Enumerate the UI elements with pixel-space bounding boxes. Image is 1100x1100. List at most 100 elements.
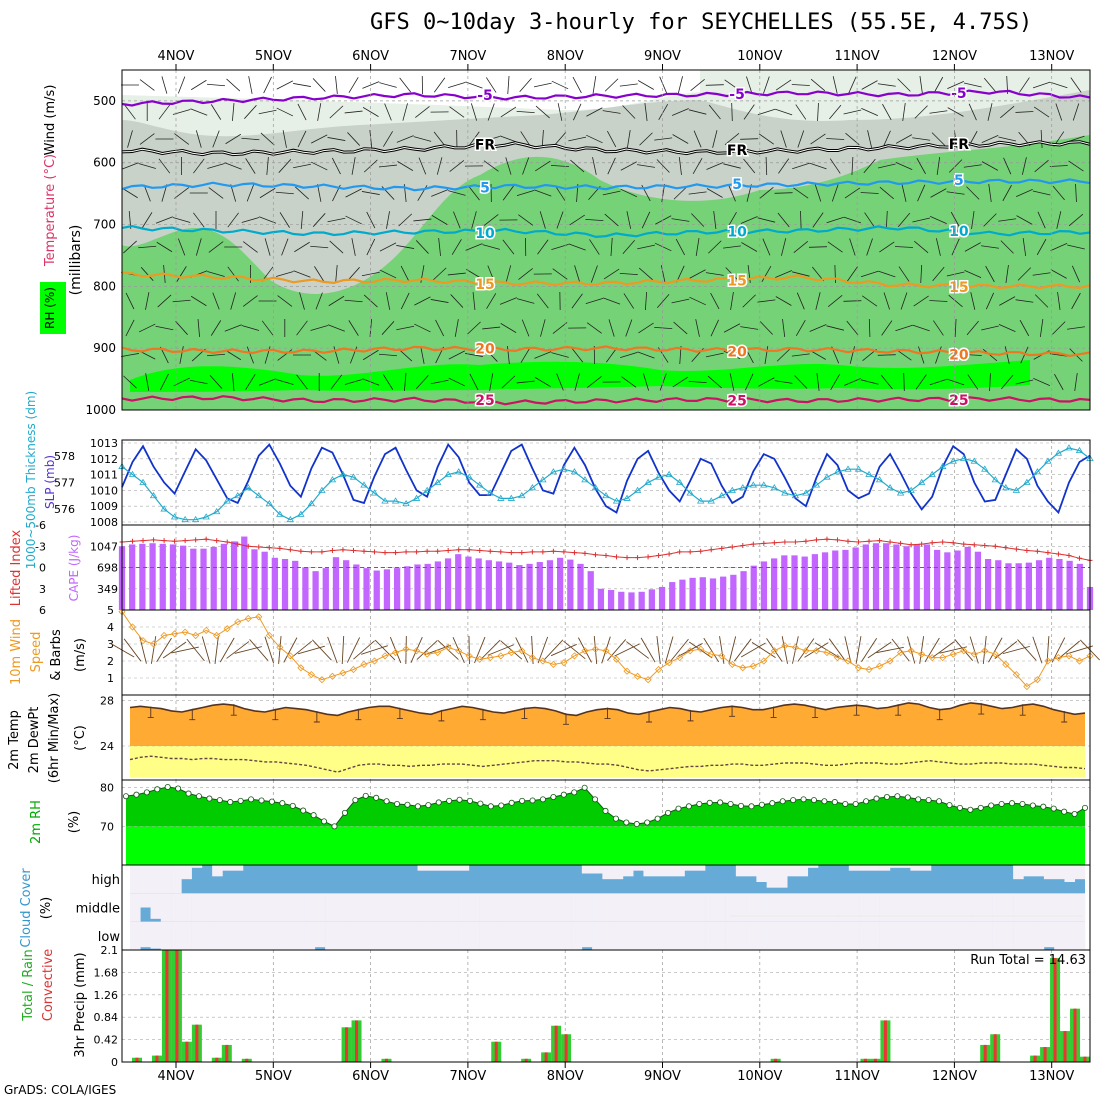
cloud-gap — [1033, 921, 1045, 950]
lifted-point — [340, 547, 346, 553]
cape-bar — [597, 588, 605, 610]
cloud-gap — [653, 893, 665, 922]
wind-speed-point — [476, 655, 484, 663]
wind-barb — [620, 188, 638, 198]
wind-barb — [345, 188, 362, 198]
wind-barb — [827, 241, 843, 253]
wind-barb — [826, 325, 845, 331]
lifted-point — [1045, 550, 1051, 556]
cape-bar — [893, 544, 900, 610]
lifted-point — [435, 548, 441, 554]
cloud-gap — [592, 865, 603, 874]
wind-barb — [877, 163, 896, 169]
wind-barb — [158, 158, 171, 174]
precip-convective-bar — [774, 1058, 778, 1062]
wind-barb — [234, 646, 262, 654]
wind-barb — [673, 321, 688, 335]
cloud-gap — [910, 865, 921, 871]
wind-barb — [1057, 640, 1080, 660]
wind-barb — [201, 636, 211, 664]
cape-bar — [750, 565, 757, 610]
thickness-point — [960, 454, 968, 461]
lifted-point — [961, 541, 967, 547]
rh-point — [852, 800, 859, 807]
wind-speed-point — [718, 652, 726, 660]
thickness-point — [518, 492, 526, 499]
wind-barb — [577, 637, 592, 663]
wind-barb — [981, 161, 999, 171]
wind-barb — [885, 210, 888, 230]
contour-label: 20 — [949, 347, 969, 363]
wind-barb — [879, 241, 895, 253]
cape-bar — [760, 561, 768, 610]
wind-barb — [346, 637, 361, 663]
cape-bar — [832, 550, 839, 610]
wind-barb — [543, 639, 564, 661]
rh-point — [477, 800, 484, 807]
lifted-label: Lifted Index — [9, 529, 24, 606]
wind-barb — [954, 318, 957, 338]
cape-bar — [1066, 560, 1073, 610]
cloud-gap — [930, 921, 942, 950]
wind-barb — [587, 376, 602, 388]
wind-barb — [1050, 81, 1068, 89]
wind-barb — [592, 157, 597, 175]
cloud-gap — [776, 921, 788, 950]
wind-barb — [414, 323, 431, 333]
wind-barb — [791, 271, 810, 277]
cloud-gap — [910, 893, 921, 922]
wind-barb — [963, 354, 982, 356]
wind-barb — [123, 638, 142, 662]
thickness-point — [528, 484, 537, 491]
precip-convective-bar — [175, 950, 179, 1062]
wind-barb — [433, 131, 446, 147]
wind-speed-point — [1065, 652, 1073, 660]
wind-barb — [402, 103, 408, 121]
wind-barb — [314, 266, 325, 282]
cloud-gap — [232, 865, 244, 871]
thickness-point — [1012, 486, 1021, 493]
lifted-point — [677, 549, 683, 555]
wind-barb — [499, 135, 517, 143]
wind-barb — [797, 638, 815, 662]
rh-point — [738, 802, 745, 809]
cloud-gap — [992, 921, 1004, 950]
lifted-point — [203, 536, 209, 542]
wind-barb — [520, 131, 531, 147]
wind-barb — [877, 354, 896, 356]
wind-speed-point — [707, 650, 715, 658]
day-label-top: 4NOV — [158, 49, 195, 64]
wind-barb — [317, 184, 322, 202]
wind-barb — [299, 292, 305, 310]
cloud-gap — [766, 865, 778, 888]
cape-bar — [628, 592, 635, 610]
wind-barb — [212, 292, 220, 310]
thickness-point — [370, 489, 379, 496]
wind-barb — [551, 80, 569, 90]
upper-units-label: (millibars) — [68, 225, 84, 296]
temp-minmax-bar — [853, 704, 860, 716]
wind-barb — [534, 189, 552, 197]
temp-minmax-bar — [1019, 704, 1026, 716]
wind-barb — [264, 238, 271, 256]
wind-speed-point — [833, 654, 842, 662]
rh-point — [143, 789, 150, 796]
wind-barb — [894, 246, 914, 248]
cloud-gap — [160, 865, 172, 894]
wind-barb — [384, 103, 392, 121]
cape-bar — [923, 544, 931, 610]
lifted-point — [992, 543, 998, 549]
wind-barb — [614, 643, 640, 657]
thickness-point — [602, 492, 610, 499]
wind-barb — [450, 294, 464, 308]
rh-legend-swatch — [40, 282, 66, 334]
wind-barb — [190, 295, 207, 307]
rh-point — [310, 812, 317, 819]
wind-speed-point — [265, 631, 273, 640]
panel-frame — [121, 949, 1091, 1063]
cloud-gap — [920, 921, 932, 950]
wind-barb — [480, 639, 501, 661]
cloud-gap — [900, 893, 911, 922]
wind-barb — [672, 134, 689, 144]
wind-barb — [501, 375, 516, 389]
